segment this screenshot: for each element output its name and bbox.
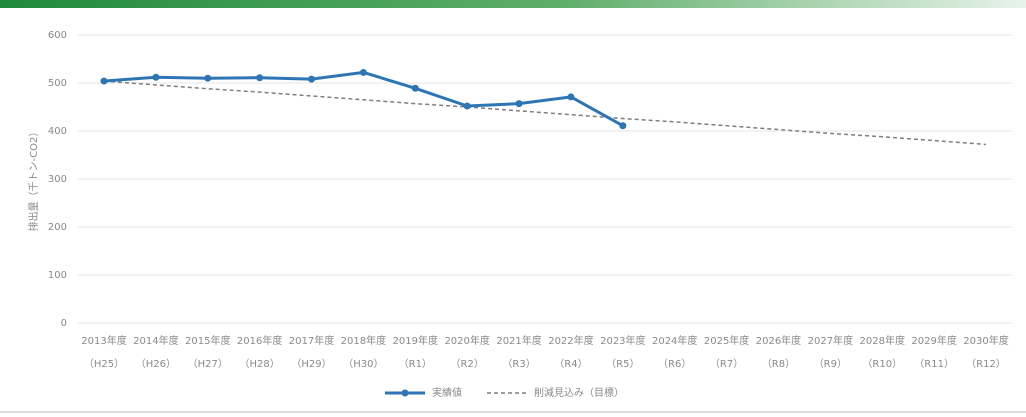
point	[411, 84, 419, 92]
point	[567, 93, 575, 101]
legend-label: 削減見込み（目標）	[534, 386, 624, 399]
x-tick-label: 2025年度	[704, 334, 749, 347]
x-tick-label: （H29）	[291, 358, 331, 370]
point	[619, 122, 627, 130]
point	[359, 68, 367, 76]
top-bar	[0, 0, 1026, 8]
point	[100, 77, 108, 85]
y-tick-label: 600	[48, 30, 67, 41]
x-tick-label: 2018年度	[341, 334, 386, 347]
legend-marker	[401, 389, 409, 397]
x-tick-label: 2023年度	[600, 334, 645, 347]
x-tick-label: 2013年度	[81, 334, 126, 347]
y-tick-label: 500	[48, 78, 67, 89]
x-tick-label: （R2）	[451, 358, 484, 370]
point	[463, 102, 471, 110]
x-tick-label: 2029年度	[911, 334, 956, 347]
y-tick-label: 400	[48, 126, 67, 137]
x-tick-label: 2028年度	[860, 334, 905, 347]
x-tick-label: 2022年度	[548, 334, 593, 347]
x-tick-label: 2027年度	[808, 334, 853, 347]
x-tick-label: （R3）	[502, 358, 535, 370]
y-tick-label: 0	[61, 318, 67, 329]
x-tick-label: （R6）	[658, 358, 691, 370]
x-tick-label: （R7）	[710, 358, 743, 370]
x-tick-label: （R12）	[966, 358, 1006, 370]
y-tick-label: 200	[48, 222, 67, 233]
x-tick-label: （R8）	[762, 358, 795, 370]
x-tick-label: 2017年度	[289, 334, 334, 347]
x-tick-label: 2020年度	[444, 334, 489, 347]
x-tick-label: 2016年度	[237, 334, 282, 347]
y-tick-label: 300	[48, 174, 67, 185]
legend-label: 実績値	[432, 386, 462, 399]
x-tick-label: （R11）	[914, 358, 954, 370]
x-tick-label: 2024年度	[652, 334, 697, 347]
x-tick-label: 2019年度	[393, 334, 438, 347]
x-tick-label: 2030年度	[963, 334, 1008, 347]
x-tick-label: 2014年度	[133, 334, 178, 347]
y-axis-label: 排出量（千トン-CO2）	[27, 127, 40, 232]
point	[308, 75, 316, 83]
x-tick-label: （R10）	[862, 358, 902, 370]
x-tick-label: 2015年度	[185, 334, 230, 347]
y-tick-label: 100	[48, 270, 67, 281]
x-tick-label: 2026年度	[756, 334, 801, 347]
point	[152, 73, 160, 81]
point	[204, 74, 212, 82]
series-line	[103, 80, 987, 146]
x-tick-label: （R4）	[554, 358, 587, 370]
x-tick-label: （H25）	[84, 358, 124, 370]
x-tick-label: （H28）	[240, 358, 280, 370]
point	[515, 100, 523, 108]
x-tick-label: （R1）	[399, 358, 432, 370]
x-tick-label: （H30）	[343, 358, 383, 370]
x-tick-label: （R5）	[606, 358, 639, 370]
x-tick-label: （R9）	[814, 358, 847, 370]
x-tick-label: （H27）	[188, 358, 228, 370]
x-tick-label: （H26）	[136, 358, 176, 370]
x-tick-label: 2021年度	[496, 334, 541, 347]
point	[256, 74, 264, 82]
